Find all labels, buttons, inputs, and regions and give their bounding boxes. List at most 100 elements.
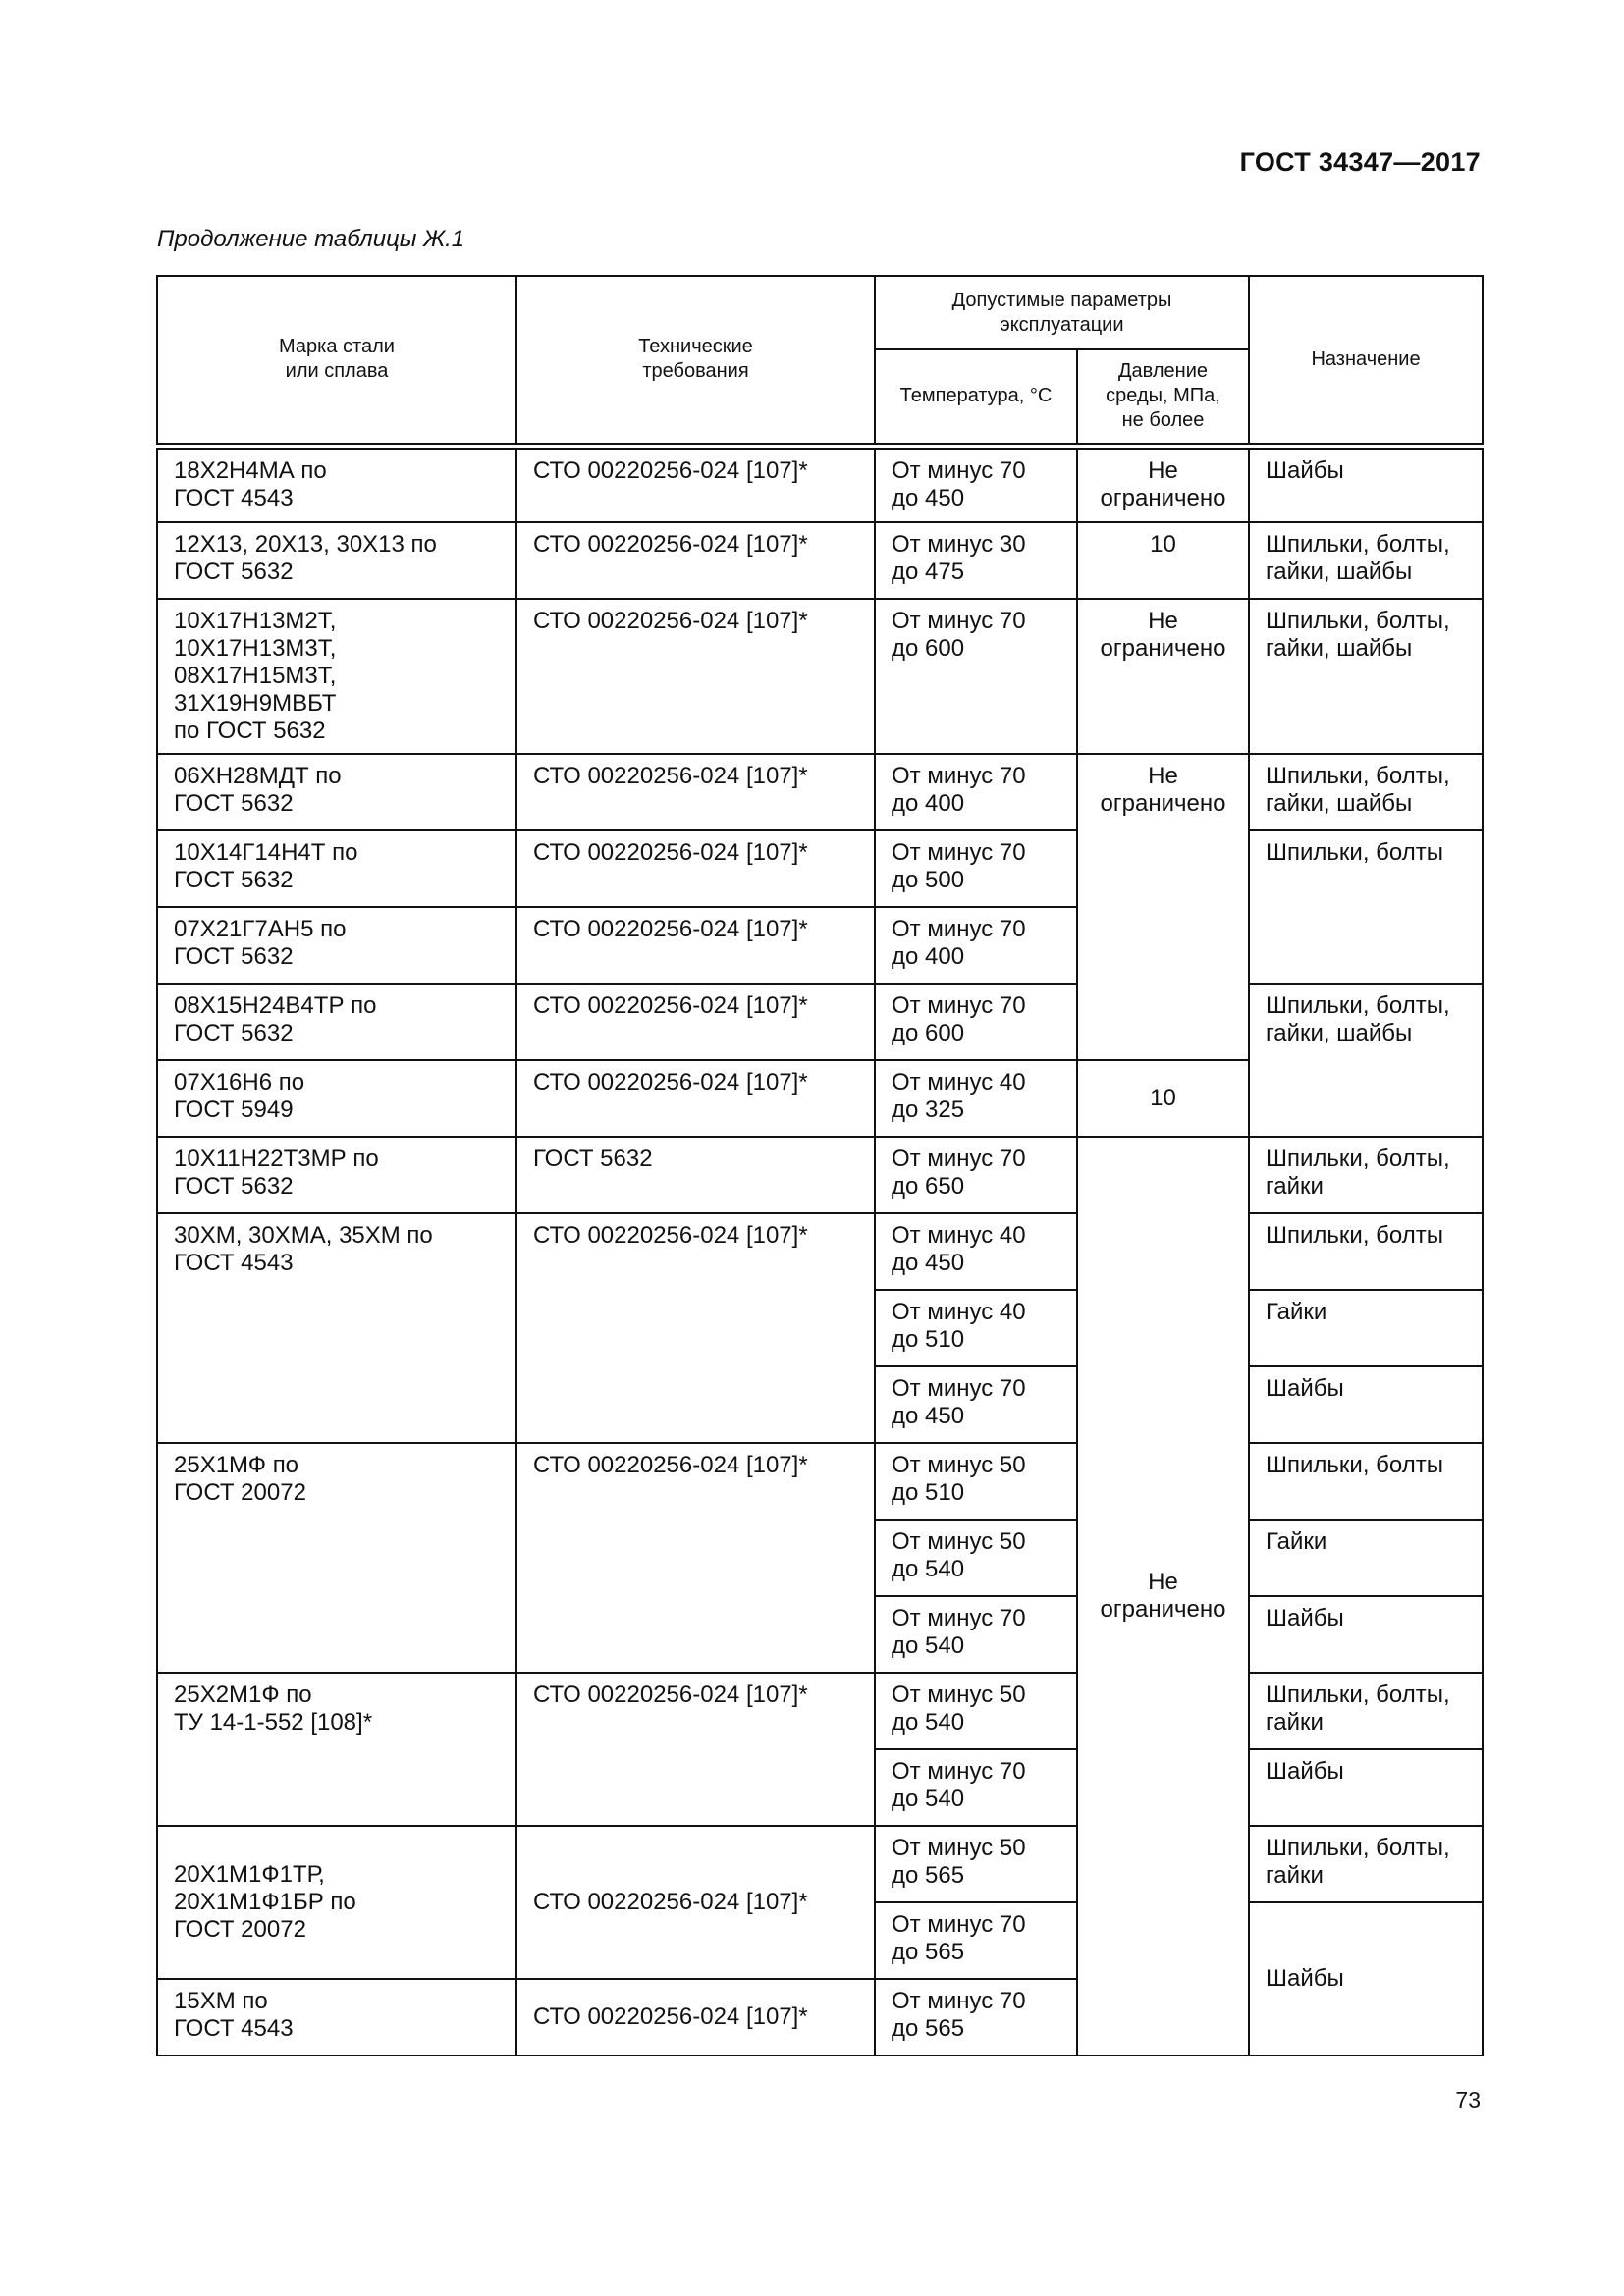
cell-grade: 10Х17Н13М2Т, 10Х17Н13М3Т, 08Х17Н15М3Т, 3… bbox=[156, 598, 517, 755]
table-row: От минус 70 до 540 Шайбы bbox=[157, 1748, 1485, 1827]
cell-tech: СТО 00220256-024 [107]* bbox=[515, 983, 876, 1061]
cell-purpose: Шпильки, болты, гайки, шайбы bbox=[1248, 753, 1485, 831]
cell-pressure: Не ограничено bbox=[1075, 445, 1251, 523]
cell-grade: 12Х13, 20Х13, 30Х13 по ГОСТ 5632 bbox=[156, 521, 517, 600]
cell-purpose: Гайки bbox=[1248, 1519, 1485, 1597]
cell-purpose: Шпильки, болты, гайки bbox=[1248, 1825, 1485, 1903]
col-header-tech: Технические требования bbox=[515, 275, 876, 450]
col-header-temp: Температура, °С bbox=[874, 348, 1078, 450]
table-row: 10Х17Н13М2Т, 10Х17Н13М3Т, 08Х17Н15М3Т, 3… bbox=[156, 598, 1485, 755]
cell-temp: От минус 70 до 500 bbox=[874, 829, 1078, 908]
cell-pressure: Не ограничено bbox=[1075, 753, 1251, 1061]
cell-temp: От минус 70 до 650 bbox=[874, 1136, 1078, 1214]
cell-tech: ГОСТ 5632 bbox=[515, 1136, 876, 1214]
cell-purpose: Шайбы bbox=[1248, 1748, 1485, 1827]
col-header-params-group: Допустимые параметры эксплуатации bbox=[873, 275, 1251, 350]
table-row: 07Х16Н6 по ГОСТ 5949 СТО 00220256-024 [10… bbox=[156, 1059, 1483, 1138]
table-row: 25Х1МФ по ГОСТ 20072 СТО 00220256-024 [10… bbox=[156, 1442, 1485, 1674]
cell-temp: От минус 50 до 565 bbox=[874, 1825, 1078, 1903]
cell-tech: СТО 00220256-024 [107]* bbox=[515, 1672, 876, 1827]
cell-grade: 06ХН28МДТ по ГОСТ 5632 bbox=[156, 753, 517, 831]
cell-temp: От минус 40 до 510 bbox=[874, 1289, 1078, 1367]
cell-tech: СТО 00220256-024 [107]* bbox=[515, 1059, 876, 1138]
cell-pressure: 10 bbox=[1075, 521, 1251, 600]
cell-temp: От минус 30 до 475 bbox=[874, 521, 1078, 600]
col-header-purpose: Назначение bbox=[1248, 275, 1485, 450]
cell-purpose: Шпильки, болты, гайки bbox=[1248, 1672, 1485, 1750]
cell-temp: От минус 40 до 325 bbox=[874, 1059, 1078, 1138]
cell-purpose: Шпильки, болты, гайки, шайбы bbox=[1248, 983, 1485, 1138]
cell-grade: 20Х1М1Ф1ТР, 20Х1М1Ф1БР по ГОСТ 20072 bbox=[156, 1825, 517, 1980]
cell-temp: От минус 70 до 400 bbox=[874, 753, 1078, 831]
col-header-pressure: Давление среды, МПа, не более bbox=[1075, 348, 1251, 450]
cell-temp: От минус 50 до 540 bbox=[874, 1672, 1078, 1750]
cell-tech: СТО 00220256-024 [107]* bbox=[515, 1825, 876, 1980]
cell-temp: От минус 70 до 565 bbox=[874, 1901, 1078, 1980]
cell-grade: 25Х1МФ по ГОСТ 20072 bbox=[156, 1442, 517, 1674]
cell-tech: СТО 00220256-024 [107]* bbox=[515, 906, 876, 985]
cell-temp: От минус 70 до 600 bbox=[874, 598, 1078, 755]
table-caption: Продолжение таблицы Ж.1 bbox=[157, 226, 465, 252]
cell-purpose: Шпильки, болты, гайки, шайбы bbox=[1248, 521, 1485, 600]
cell-grade: 25Х2М1Ф по ТУ 14-1-552 [108]* bbox=[156, 1672, 517, 1827]
cell-purpose: Шпильки, болты bbox=[1248, 1442, 1485, 1521]
cell-pressure: Не ограничено bbox=[1075, 598, 1251, 755]
table-row: 15ХМ по ГОСТ 4543 СТО 00220256-024 [107]*… bbox=[156, 1978, 1483, 2056]
cell-purpose: Шпильки, болты bbox=[1248, 1212, 1485, 1291]
cell-temp: От минус 70 до 400 bbox=[874, 906, 1078, 985]
cell-temp: От минус 70 до 600 bbox=[874, 983, 1078, 1061]
cell-temp: От минус 70 до 450 bbox=[874, 1365, 1078, 1444]
document-id: ГОСТ 34347—2017 bbox=[1239, 147, 1481, 177]
table-row: 10Х14Г14Н4Т по ГОСТ 5632 СТО 00220256-024… bbox=[156, 829, 1485, 985]
table-row: От минус 50 до 540 Гайки bbox=[157, 1519, 1485, 1597]
cell-temp: От минус 50 до 510 bbox=[874, 1442, 1078, 1521]
cell-grade: 10Х14Г14Н4Т по ГОСТ 5632 bbox=[156, 829, 517, 908]
table-row: 08Х15Н24В4ТР по ГОСТ 5632 СТО 00220256-02… bbox=[156, 983, 1485, 1138]
cell-temp: От минус 50 до 540 bbox=[874, 1519, 1078, 1597]
cell-tech: СТО 00220256-024 [107]* bbox=[515, 1978, 876, 2056]
cell-purpose: Шпильки, болты bbox=[1248, 829, 1485, 985]
table-row: 18Х2Н4МА по ГОСТ 4543 СТО 00220256-024 [1… bbox=[156, 445, 1485, 523]
table-row: 07Х21Г7АН5 по ГОСТ 5632 СТО 00220256-024 … bbox=[156, 906, 1483, 985]
table-row: 20Х1М1Ф1ТР, 20Х1М1Ф1БР по ГОСТ 20072 СТО … bbox=[156, 1825, 1485, 1980]
cell-tech: СТО 00220256-024 [107]* bbox=[515, 1212, 876, 1444]
cell-tech: СТО 00220256-024 [107]* bbox=[515, 829, 876, 908]
cell-tech: СТО 00220256-024 [107]* bbox=[515, 753, 876, 831]
cell-temp: От минус 70 до 540 bbox=[874, 1595, 1078, 1674]
cell-grade: 18Х2Н4МА по ГОСТ 4543 bbox=[156, 445, 517, 523]
steel-grades-table: Марка стали или сплава Технические требо… bbox=[156, 275, 1485, 2056]
page-number: 73 bbox=[1455, 2087, 1481, 2112]
cell-grade: 10Х11Н22Т3МР по ГОСТ 5632 bbox=[156, 1136, 517, 1214]
cell-grade: 07Х21Г7АН5 по ГОСТ 5632 bbox=[156, 906, 517, 985]
cell-purpose: Шпильки, болты, гайки bbox=[1248, 1136, 1485, 1214]
cell-temp: От минус 70 до 565 bbox=[874, 1978, 1078, 2056]
cell-tech: СТО 00220256-024 [107]* bbox=[515, 445, 876, 523]
cell-tech: СТО 00220256-024 [107]* bbox=[515, 1442, 876, 1674]
table-row: От минус 70 до 565 Шайбы bbox=[157, 1901, 1485, 2056]
table-row: От минус 70 до 450 Шайбы bbox=[157, 1365, 1485, 1444]
cell-purpose: Шайбы bbox=[1248, 1365, 1485, 1444]
table-row: От минус 40 до 510 Гайки bbox=[157, 1289, 1485, 1367]
cell-grade: 07Х16Н6 по ГОСТ 5949 bbox=[156, 1059, 517, 1138]
table-row: 30ХМ, 30ХМА, 35ХМ по ГОСТ 4543 СТО 002202… bbox=[156, 1212, 1485, 1444]
cell-grade: 08Х15Н24В4ТР по ГОСТ 5632 bbox=[156, 983, 517, 1061]
cell-pressure: 10 bbox=[1075, 1059, 1251, 1138]
cell-temp: От минус 40 до 450 bbox=[874, 1212, 1078, 1291]
cell-temp: От минус 70 до 450 bbox=[874, 445, 1078, 523]
table-row: 10Х11Н22Т3МР по ГОСТ 5632 ГОСТ 5632 От мин… bbox=[156, 1136, 1485, 2056]
cell-purpose: Шайбы bbox=[1248, 445, 1485, 523]
cell-purpose: Шайбы bbox=[1248, 1595, 1485, 1674]
cell-temp: От минус 70 до 540 bbox=[874, 1748, 1078, 1827]
cell-purpose: Гайки bbox=[1248, 1289, 1485, 1367]
table-row: 06ХН28МДТ по ГОСТ 5632 СТО 00220256-024 [… bbox=[156, 753, 1485, 1061]
cell-tech: СТО 00220256-024 [107]* bbox=[515, 598, 876, 755]
cell-grade: 30ХМ, 30ХМА, 35ХМ по ГОСТ 4543 bbox=[156, 1212, 517, 1444]
table-row: 25Х2М1Ф по ТУ 14-1-552 [108]* СТО 0022025… bbox=[156, 1672, 1485, 1827]
table-row: От минус 70 до 540 Шайбы bbox=[157, 1595, 1485, 1674]
cell-tech: СТО 00220256-024 [107]* bbox=[515, 521, 876, 600]
cell-grade: 15ХМ по ГОСТ 4543 bbox=[156, 1978, 517, 2056]
cell-purpose: Шайбы bbox=[1248, 1901, 1485, 2056]
table-row: 12Х13, 20Х13, 30Х13 по ГОСТ 5632 СТО 0022… bbox=[156, 521, 1485, 600]
cell-pressure: Не ограничено bbox=[1075, 1136, 1251, 2056]
col-header-grade: Марка стали или сплава bbox=[156, 275, 517, 450]
